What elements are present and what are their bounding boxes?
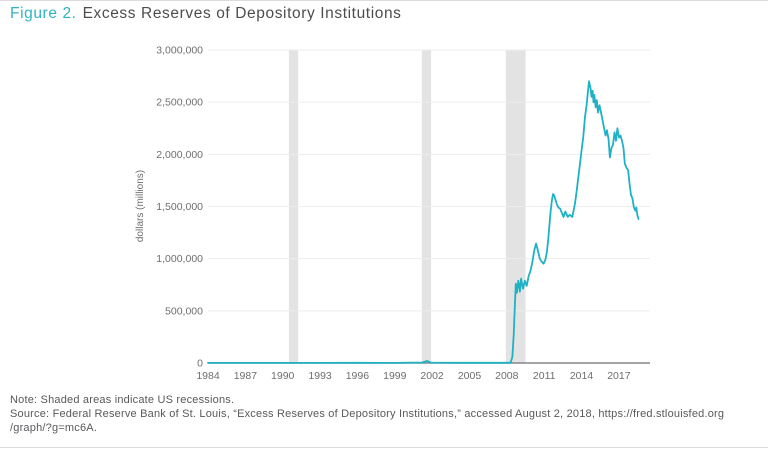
x-tick-label: 1993 [308, 370, 332, 382]
y-tick-label: 3,000,000 [156, 45, 203, 57]
x-tick-label: 2014 [570, 370, 594, 382]
y-tick-label: 2,000,000 [156, 149, 203, 161]
y-tick-label: 0 [197, 358, 203, 370]
y-tick-label: 2,500,000 [156, 97, 203, 109]
bottom-divider [0, 447, 768, 448]
x-tick-label: 1984 [196, 370, 220, 382]
x-tick-label: 2008 [495, 370, 519, 382]
figure-number: Figure 2. [10, 5, 77, 22]
y-axis-title: dollars (millions) [135, 170, 146, 242]
source-text-line2: /graph/?g=mc6A. [10, 422, 98, 434]
y-tick-label: 500,000 [165, 305, 203, 317]
x-tick-label: 1999 [383, 370, 407, 382]
note-text: Note: Shaded areas indicate US recession… [10, 394, 235, 406]
figure-title-text: Excess Reserves of Depository Institutio… [82, 5, 402, 22]
x-tick-label: 1990 [271, 370, 295, 382]
x-tick-label: 1987 [234, 370, 258, 382]
x-tick-label: 2017 [607, 370, 631, 382]
x-tick-label: 1996 [346, 370, 370, 382]
figure-title: Figure 2. Excess Reserves of Depository I… [10, 5, 402, 23]
x-tick-label: 2005 [458, 370, 482, 382]
top-divider [0, 0, 768, 1]
figure-notes: Note: Shaded areas indicate US recession… [10, 393, 724, 435]
excess-reserves-line [207, 80, 640, 364]
x-tick-label: 2002 [420, 370, 444, 382]
x-tick-label: 2011 [533, 370, 556, 382]
y-tick-label: 1,500,000 [156, 201, 203, 213]
source-text-line1: Source: Federal Reserve Bank of St. Loui… [10, 408, 725, 420]
y-tick-label: 1,000,000 [156, 253, 203, 265]
